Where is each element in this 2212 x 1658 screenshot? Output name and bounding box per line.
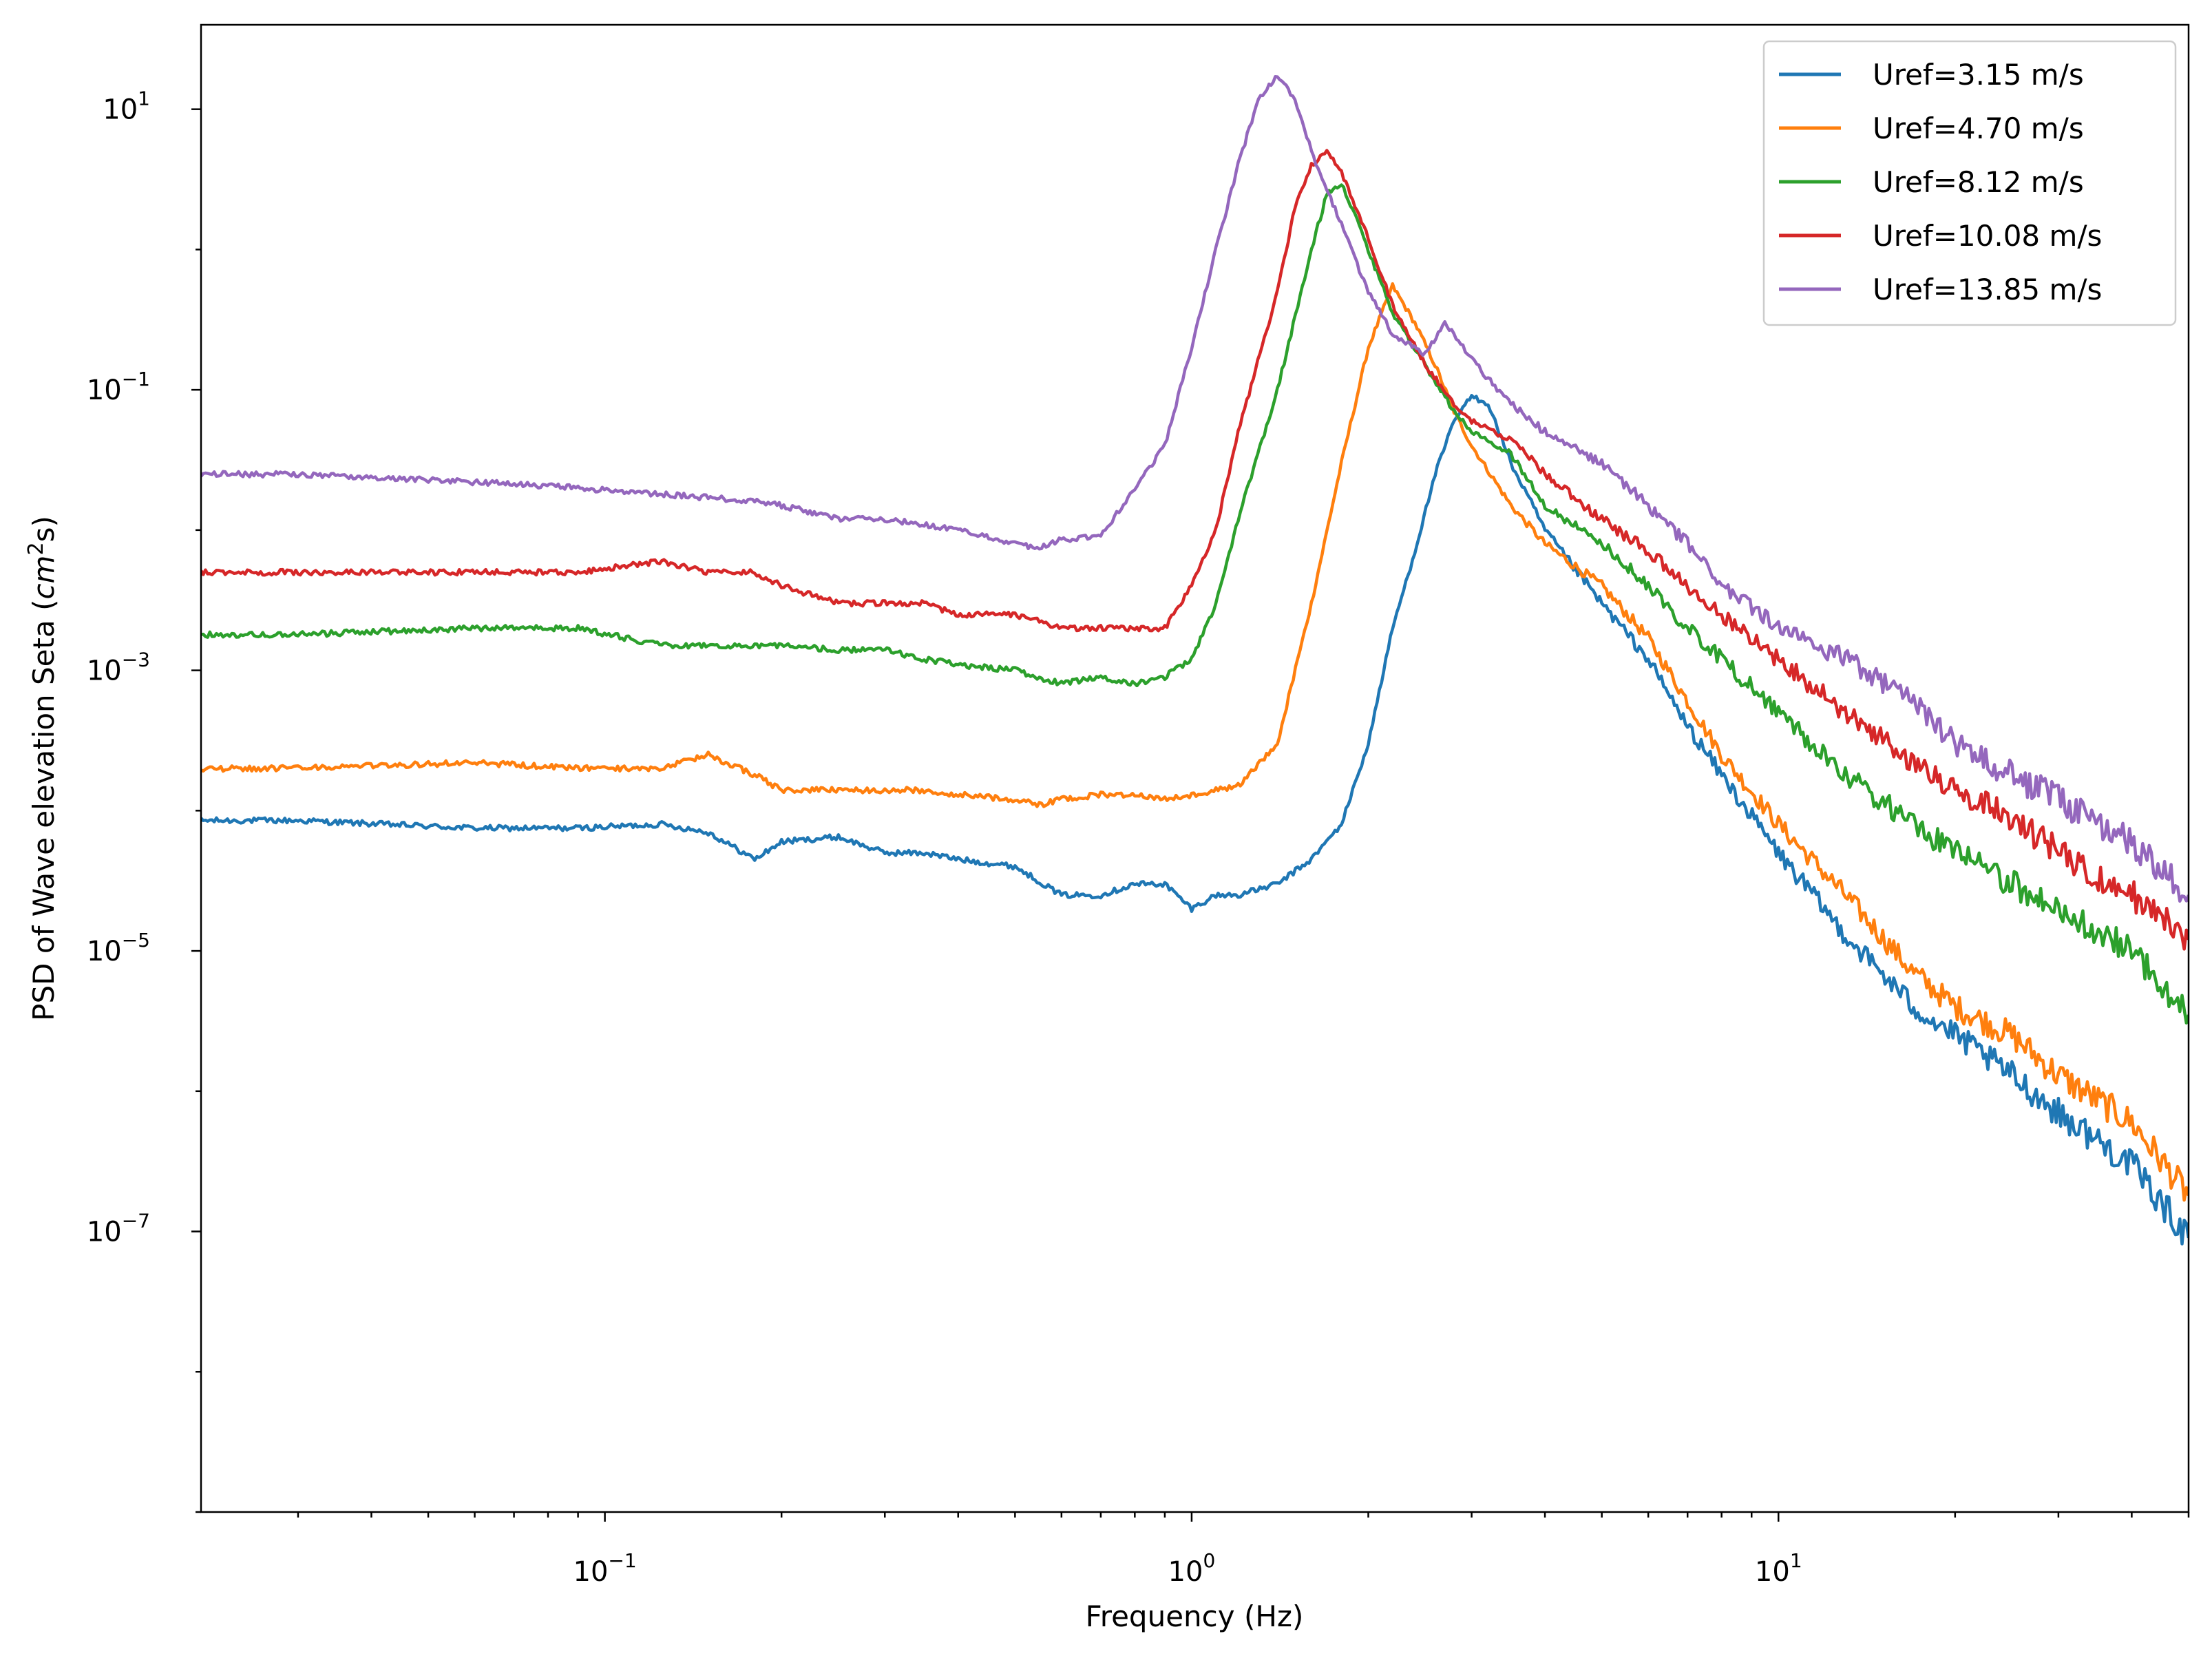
y-axis-label: PSD of Wave elevation Seta (cm2s) — [24, 516, 61, 1021]
series-line — [201, 394, 2189, 1246]
series-line — [201, 282, 2189, 1202]
legend-label: Uref=13.85 m/s — [1873, 273, 2102, 306]
legend-label: Uref=3.15 m/s — [1873, 58, 2084, 92]
series-line — [201, 75, 2189, 903]
legend-box — [1762, 40, 2177, 326]
x-tick-label: 100 — [1168, 1549, 1216, 1588]
y-tick-label: 10−7 — [87, 1210, 150, 1248]
series-lines — [201, 75, 2189, 1246]
legend: Uref=3.15 m/s Uref=4.70 m/s Uref=8.12 m/… — [1762, 40, 2177, 326]
y-tick-label: 101 — [103, 87, 150, 126]
series-line — [201, 149, 2189, 951]
x-tick-label: 101 — [1755, 1549, 1802, 1588]
y-tick-label: 10−1 — [87, 368, 150, 406]
legend-label: Uref=4.70 m/s — [1873, 112, 2084, 145]
legend-label: Uref=8.12 m/s — [1873, 165, 2084, 199]
x-axis-ticks — [297, 1512, 2190, 1522]
y-tick-label: 10−5 — [87, 929, 150, 967]
x-axis-label: Frequency (Hz) — [1086, 1599, 1304, 1633]
series-line — [201, 183, 2189, 1025]
plot-frame — [200, 23, 2190, 1513]
legend-label: Uref=10.08 m/s — [1873, 219, 2102, 253]
y-tick-label: 10−3 — [87, 649, 150, 687]
x-tick-label: 10−1 — [573, 1549, 637, 1588]
y-axis-ticks — [191, 108, 201, 1513]
